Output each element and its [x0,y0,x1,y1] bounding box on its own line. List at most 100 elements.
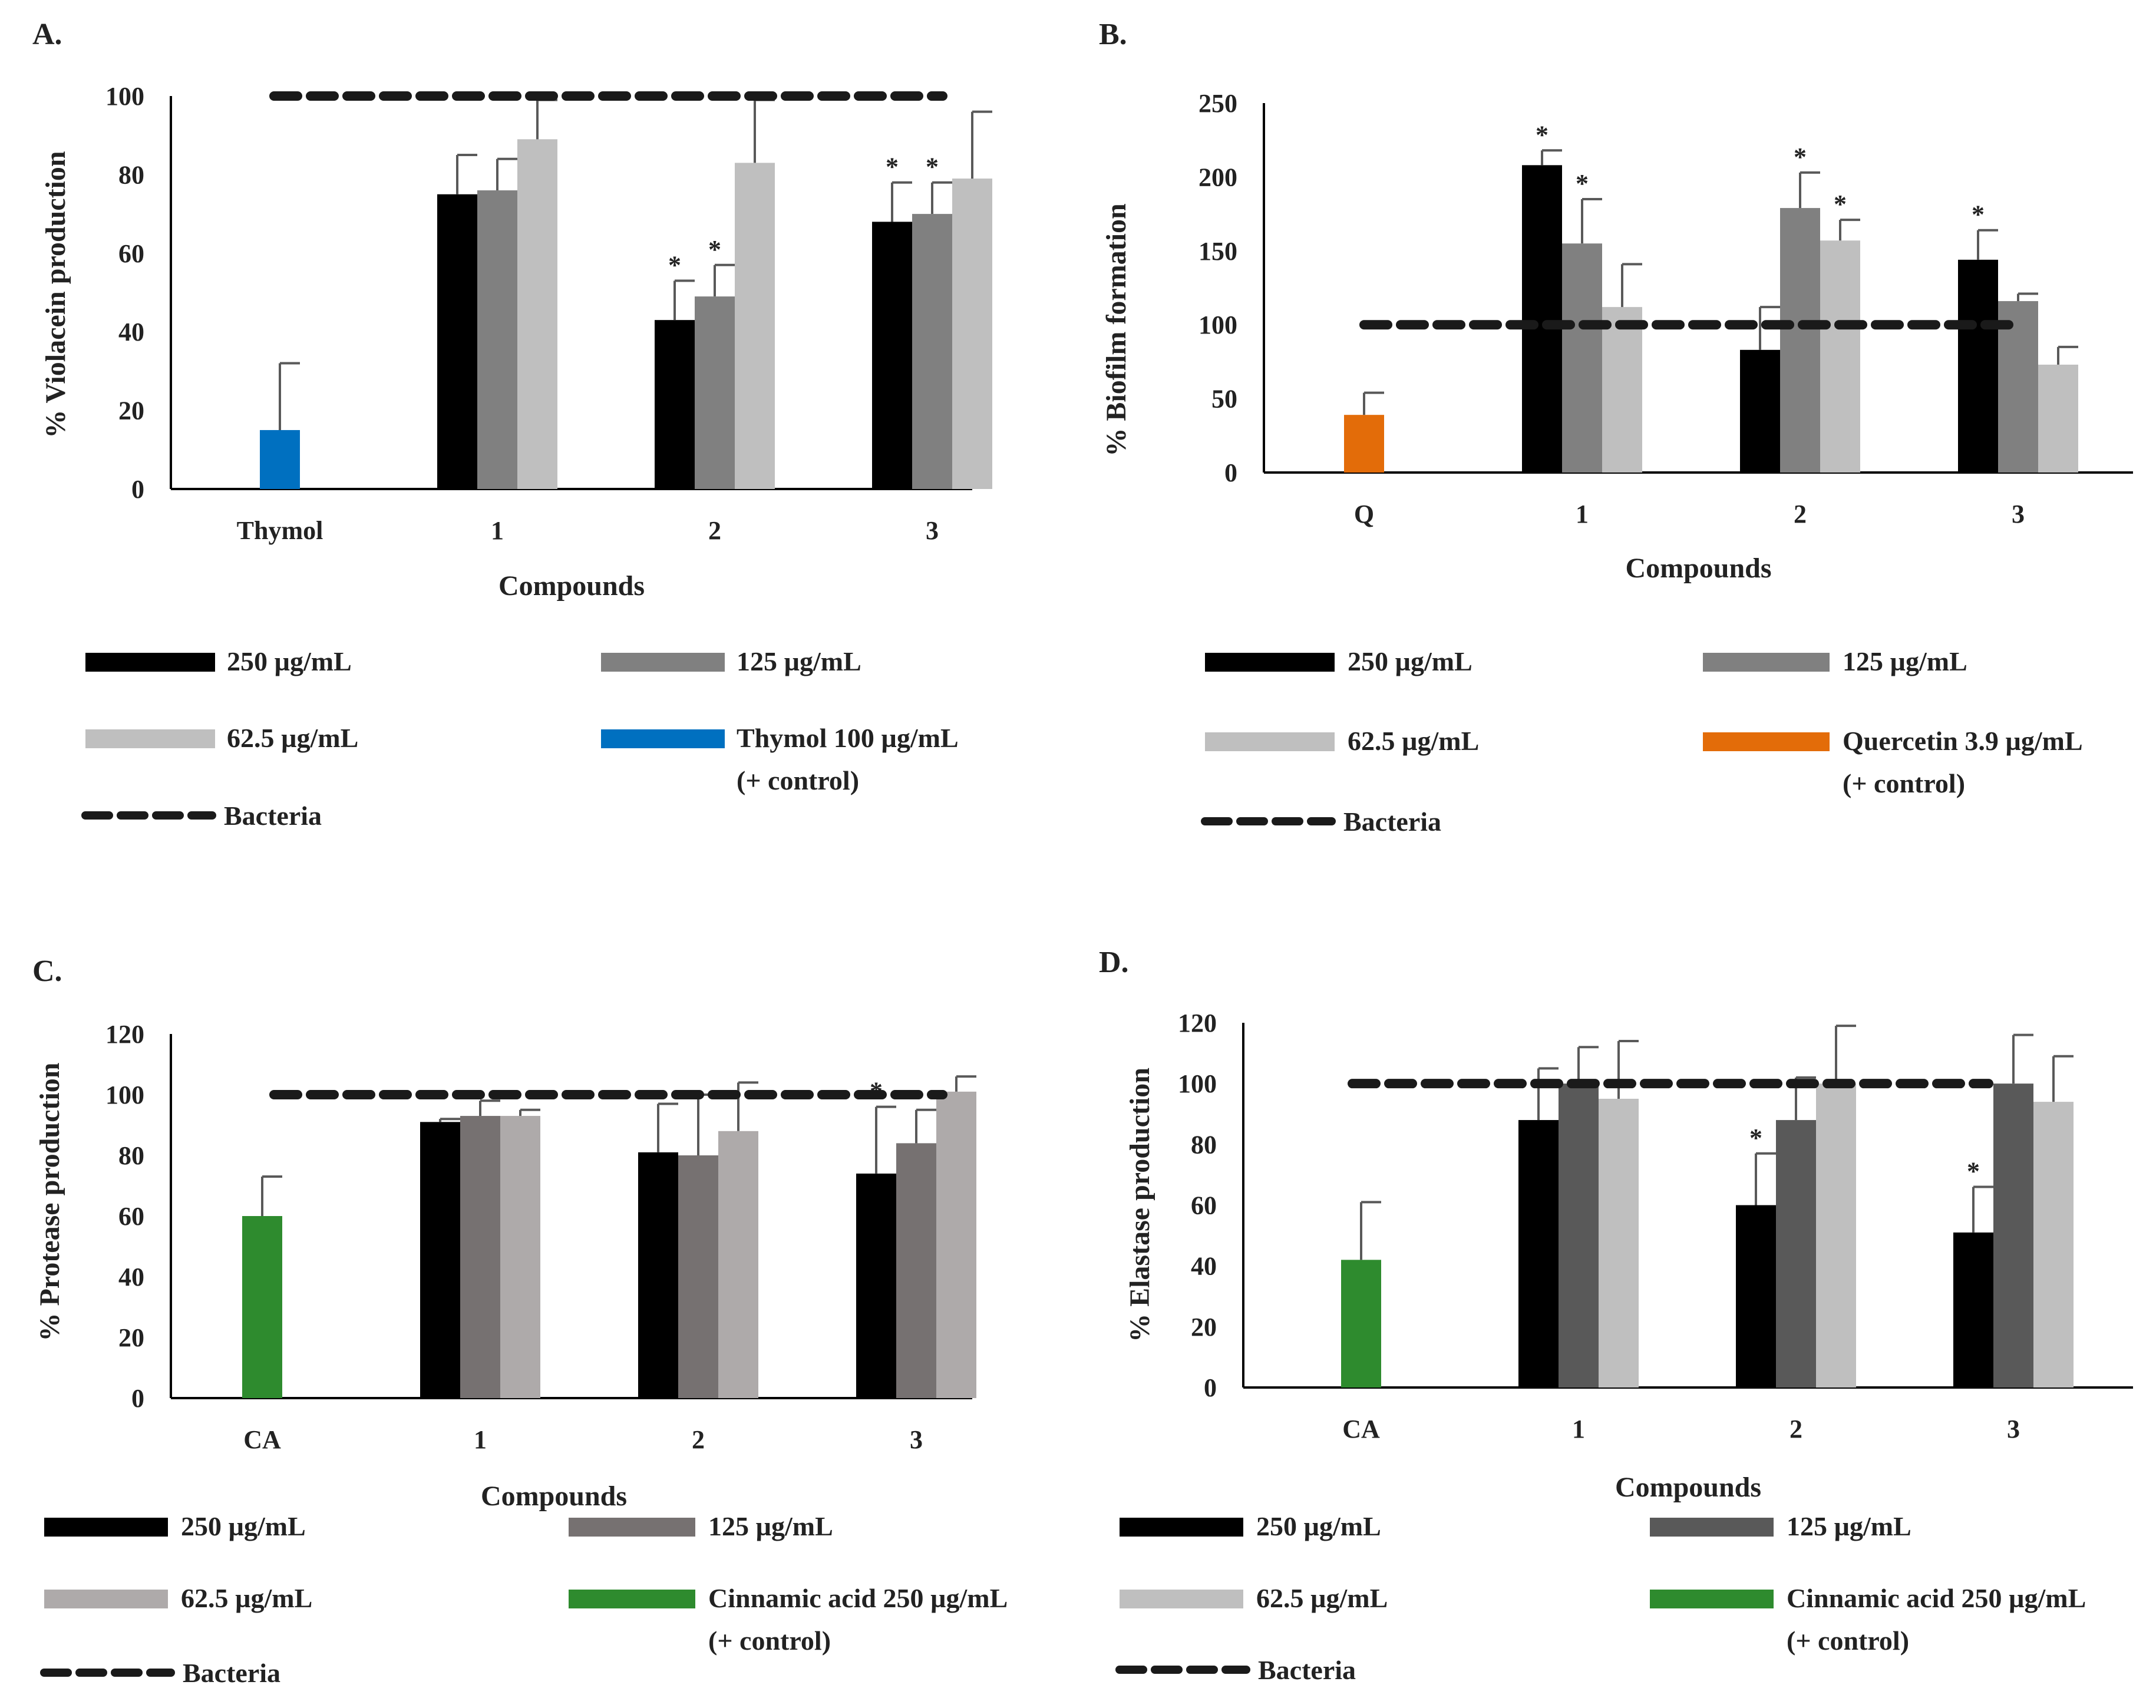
significance-star: * [1576,169,1589,198]
bar-series-1 [1518,1120,1559,1387]
y-tick-label: 100 [1178,1069,1217,1098]
legend-label: 250 µg/mL [227,646,352,676]
y-tick-label: 20 [118,397,144,425]
legend-label: Cinnamic acid 250 µg/mL [1787,1583,2086,1613]
bar-series-1 [872,222,912,489]
bar-series-2 [896,1143,936,1398]
bar-control [1344,415,1384,473]
x-tick-label: 3 [910,1425,923,1454]
bar-series-2 [1562,243,1602,473]
bar-control [242,1216,282,1398]
bar-series-1 [1736,1205,1776,1387]
x-tick-label: CA [243,1425,281,1454]
bar-series-1 [1953,1232,1993,1387]
bar-series-1 [437,194,477,489]
bar-series-3 [500,1116,540,1398]
legend: 250 µg/mL 125 µg/mL 62.5 µg/mL Cinnamic aci… [40,1511,1008,1688]
x-axis-title: Compounds [498,570,645,602]
legend-swatch [1120,1518,1243,1537]
y-tick-label: 60 [118,1202,144,1231]
legend-swatch [85,653,215,672]
y-axis-title: % Elastase production [1124,1068,1155,1342]
bar-series-1 [420,1122,460,1398]
y-tick-label: 40 [118,1263,144,1291]
bar-series-2 [695,296,735,489]
significance-star: * [1536,120,1549,149]
x-tick-label: Thymol [237,516,323,545]
bar-series-3 [735,163,775,489]
y-tick-label: 100 [1198,310,1237,339]
x-tick-label: 1 [1576,500,1589,528]
y-tick-label: 0 [131,1384,144,1413]
chart-panel-c: C. 0 20 40 60 80 100 120 % Protease production CA… [32,954,1008,1688]
x-tick-label: 1 [1572,1415,1585,1443]
bar-series-2 [1776,1120,1816,1387]
bar-series-2 [1780,208,1820,473]
legend-label: Cinnamic acid 250 µg/mL [708,1583,1008,1613]
bar-series-1 [655,320,695,489]
panel-label: A. [32,18,62,51]
legend: 250 µg/mL 125 µg/mL 62.5 µg/mL Thymol 100 µ… [81,646,959,831]
y-tick-label: 40 [118,318,144,346]
bar-series-2 [678,1155,718,1398]
y-tick-label: 120 [1178,1009,1217,1038]
bar-series-1 [1958,259,1998,473]
significance-star: * [668,250,681,279]
x-tick-label: 3 [2012,500,2025,528]
bar-series-2 [477,190,517,489]
significance-star: * [1749,1124,1762,1152]
legend-swatch [601,653,725,672]
bar-series-2 [1998,301,2038,473]
x-tick-label: 3 [926,516,939,545]
legend-label: 62.5 µg/mL [227,723,358,753]
y-tick-label: 60 [1191,1191,1217,1220]
x-tick-label: 2 [1789,1415,1802,1443]
y-tick-label: 0 [131,475,144,504]
legend-swatch [85,729,215,748]
y-tick-label: 250 [1198,89,1237,118]
x-tick-label: 2 [1794,500,1807,528]
x-tick-label: CA [1342,1415,1380,1443]
legend: 250 µg/mL 125 µg/mL 62.5 µg/mL Cinnamic aci… [1115,1511,2086,1685]
legend-label: Quercetin 3.9 µg/mL [1843,726,2083,756]
x-tick-label: 2 [692,1425,705,1454]
legend-swatch [569,1590,695,1608]
bar-series-2 [1559,1083,1599,1387]
bar-series-1 [1522,165,1562,473]
chart-panel-b: B. 0 50 100 150 200 250 % Biofilm formation Q 1 2 3… [1099,18,2133,837]
y-tick-label: 40 [1191,1252,1217,1281]
bar-series-1 [1740,349,1780,473]
x-axis-title: Compounds [1615,1472,1761,1503]
y-tick-label: 0 [1224,458,1237,487]
bar-series-2 [912,214,952,489]
legend-label: 125 µg/mL [708,1511,833,1541]
significance-star: * [1834,190,1847,219]
legend-label: Bacteria [224,801,322,831]
legend: 250 µg/mL 125 µg/mL 62.5 µg/mL Quercetin 3.… [1201,646,2083,837]
legend-swatch [601,729,725,748]
legend-label-note: (+ control) [737,765,859,795]
legend-label: 62.5 µg/mL [1256,1583,1388,1613]
legend-label: 62.5 µg/mL [181,1583,312,1613]
legend-label: Bacteria [1258,1655,1356,1685]
y-axis-title: % Violacein production [40,151,71,438]
legend-swatch [1703,732,1830,751]
legend-swatch [1205,732,1335,751]
x-axis-title: Compounds [481,1481,627,1512]
y-tick-label: 150 [1198,237,1237,266]
significance-star: * [1967,1157,1980,1186]
y-tick-label: 0 [1204,1373,1217,1402]
significance-star: * [926,153,939,181]
legend-swatch [1650,1518,1774,1537]
y-tick-label: 80 [118,160,144,189]
significance-star: * [708,235,721,264]
significance-star: * [1972,200,1985,229]
y-tick-label: 20 [118,1323,144,1352]
legend-label: Bacteria [183,1658,280,1688]
legend-label-note: (+ control) [708,1626,831,1656]
bar-series-2 [1993,1083,2033,1387]
y-tick-label: 100 [105,1081,144,1109]
significance-star: * [1794,143,1807,171]
significance-star: * [886,153,899,181]
